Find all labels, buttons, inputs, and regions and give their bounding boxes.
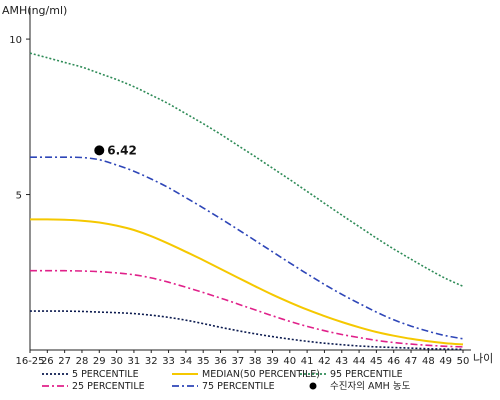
x-tick-label: 50 — [457, 356, 470, 367]
series-lines — [29, 52, 464, 351]
x-tick-label: 47 — [405, 356, 418, 367]
x-tick-label: 43 — [335, 356, 348, 367]
x-tick-label: 37 — [231, 356, 244, 367]
x-tick-label: 45 — [370, 356, 383, 367]
x-tick-label: 33 — [162, 356, 175, 367]
x-tick-label: 42 — [318, 356, 331, 367]
x-tick-label: 29 — [93, 356, 106, 367]
legend-label-5-percentile: 5 PERCENTILE — [72, 369, 139, 380]
patient-amh-value-label: 6.42 — [107, 143, 137, 157]
x-tick-label: 32 — [145, 356, 158, 367]
legend-label-median-50-percentile: MEDIAN(50 PERCENTILE) — [202, 369, 320, 380]
x-tick-label: 49 — [439, 356, 452, 367]
x-tick-label: 41 — [301, 356, 314, 367]
legend-label-25-percentile: 25 PERCENTILE — [72, 381, 145, 392]
patient-amh-point — [94, 145, 105, 156]
x-tick-label: 39 — [266, 356, 279, 367]
y-tick-label: 10 — [9, 35, 22, 46]
series-line-5-percentile — [30, 310, 464, 351]
legend-swatch-patient-amh — [309, 382, 317, 390]
x-tick-label: 35 — [197, 356, 210, 367]
x-tick-label: 34 — [180, 356, 193, 367]
x-tick-label: 44 — [353, 356, 366, 367]
x-tick-label: 40 — [283, 356, 296, 367]
x-axis-title: 나이 — [473, 352, 493, 365]
x-tick-label: 28 — [76, 356, 89, 367]
x-tick-label: 16-25 — [15, 356, 44, 367]
x-tick-label: 27 — [58, 356, 71, 367]
series-line-median-50-percentile — [29, 218, 464, 346]
x-tick-label: 36 — [214, 356, 227, 367]
x-tick-label: 38 — [249, 356, 262, 367]
y-tick-label: 5 — [16, 191, 22, 202]
y-axis-title: AMH(ng/ml) — [2, 4, 67, 17]
series-line-75-percentile — [30, 156, 464, 340]
x-tick-label: 26 — [41, 356, 54, 367]
patient-point: 6.42 — [94, 143, 137, 157]
x-tick-label: 30 — [110, 356, 123, 367]
legend-label-95-percentile: 95 PERCENTILE — [330, 369, 403, 380]
series-line-95-percentile — [29, 52, 464, 288]
x-tick-label: 46 — [387, 356, 400, 367]
series-line-25-percentile — [30, 269, 464, 348]
legend-label-75-percentile: 75 PERCENTILE — [202, 381, 275, 392]
legend-label-patient-amh: 수진자의 AMH 농도 — [330, 381, 411, 392]
x-tick-label: 48 — [422, 356, 435, 367]
x-tick-label: 31 — [128, 356, 141, 367]
